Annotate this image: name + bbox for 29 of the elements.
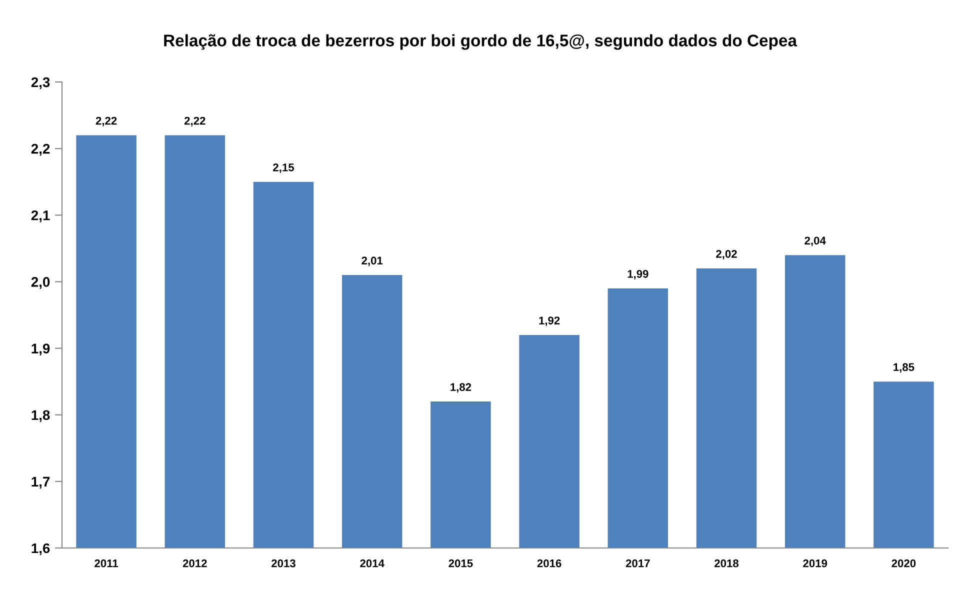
data-label: 2,01 [362,256,383,266]
y-tick-label: 2,0 [31,277,50,289]
y-tick-label: 2,2 [31,144,50,156]
data-label: 1,92 [539,316,560,326]
data-label: 2,22 [96,116,117,126]
data-label: 2,02 [716,250,737,260]
y-tick-label: 1,8 [32,410,50,422]
data-label: 2,22 [184,116,206,126]
x-tick-label: 2013 [272,559,296,568]
x-tick-label: 2020 [892,559,916,568]
chart-title: Relação de troca de bezerros por boi gordo de 16,5@, segundo dados do Cepea [164,34,798,50]
x-tick-label: 2015 [448,559,473,568]
x-tick-label: 2016 [537,559,562,568]
y-tick-label: 2,3 [31,77,50,90]
y-tick-label: 1,7 [32,476,50,489]
x-tick-label: 2017 [626,559,650,568]
y-tick-label: 1,9 [32,344,50,356]
x-tick-label: 2018 [714,559,739,568]
data-label: 2,04 [804,236,826,246]
data-label: 2,15 [273,163,294,173]
y-tick-label: 2,1 [31,210,50,222]
x-tick-label: 2011 [94,559,118,568]
data-label: 1,99 [628,270,648,280]
y-tick-label: 1,6 [32,543,50,556]
x-tick-label: 2012 [182,559,207,568]
x-tick-label: 2014 [360,559,384,568]
data-label: 1,85 [894,363,914,373]
x-tick-label: 2019 [803,559,828,568]
data-label: 1,82 [450,383,472,393]
